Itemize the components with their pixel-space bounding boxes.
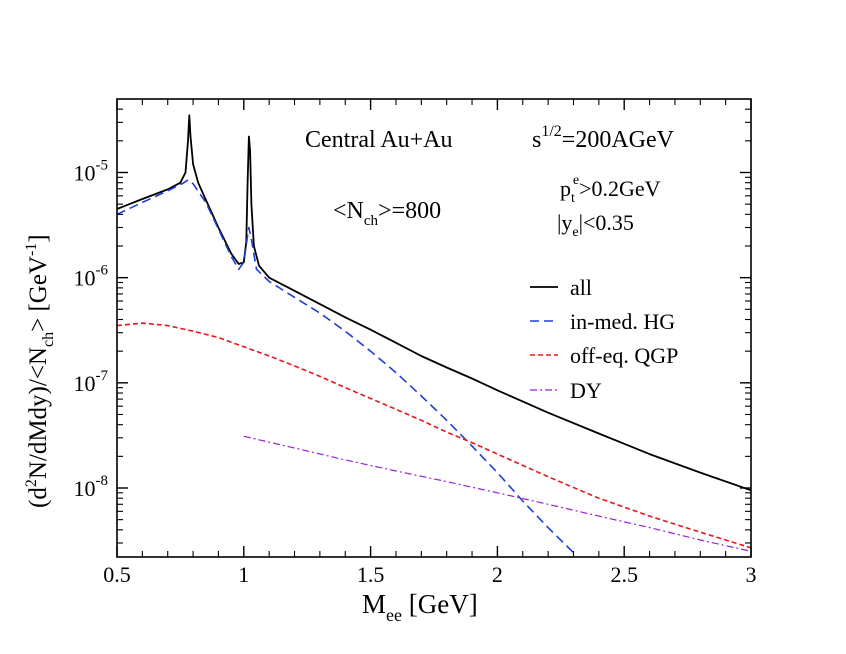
x-tick-label: 1.5 — [357, 562, 385, 587]
axis-ticks: 0.5 1 1.5 2 2.5 3 10-8 10-7 10-6 10-5 — [74, 99, 757, 587]
legend-label-dy: DY — [570, 378, 602, 403]
legend-label-in-med-hg: in-med. HG — [570, 309, 675, 334]
x-tick-label: 3 — [746, 562, 757, 587]
annotation-system: Central Au+Au — [305, 127, 453, 153]
legend-label-off-eq-qgp: off-eq. QGP — [570, 343, 678, 368]
annotation-ye: |ye|<0.35 — [557, 210, 634, 240]
legend: all in-med. HG off-eq. QGP DY — [530, 275, 678, 403]
y-tick-label: 10-7 — [74, 368, 109, 396]
y-tick-label: 10-5 — [74, 158, 109, 186]
x-tick-label: 1 — [238, 562, 249, 587]
series-line-dy — [243, 435, 751, 552]
series-layer — [117, 114, 751, 556]
y-tick-label: 10-8 — [74, 473, 109, 501]
annotation-pt: pte>0.2GeV — [560, 173, 661, 206]
series-line-off-eq-qgp — [117, 322, 751, 549]
series-line-all — [117, 114, 751, 492]
series-line-in-med-hg — [117, 179, 577, 556]
plot-frame — [116, 98, 752, 558]
x-tick-label: 0.5 — [103, 562, 131, 587]
x-tick-label: 2 — [492, 562, 503, 587]
y-tick-label: 10-6 — [74, 263, 109, 291]
annotation-nch: <Nch>=800 — [333, 198, 441, 229]
y-axis-label: (d2N/dMdy)/<Nch> [GeV-1] — [23, 234, 57, 508]
legend-label-all: all — [570, 275, 592, 300]
x-axis-label: Mee [GeV] — [362, 589, 478, 625]
x-tick-label: 2.5 — [610, 562, 638, 587]
annotation-energy: s1/2=200AGeV — [532, 123, 675, 153]
